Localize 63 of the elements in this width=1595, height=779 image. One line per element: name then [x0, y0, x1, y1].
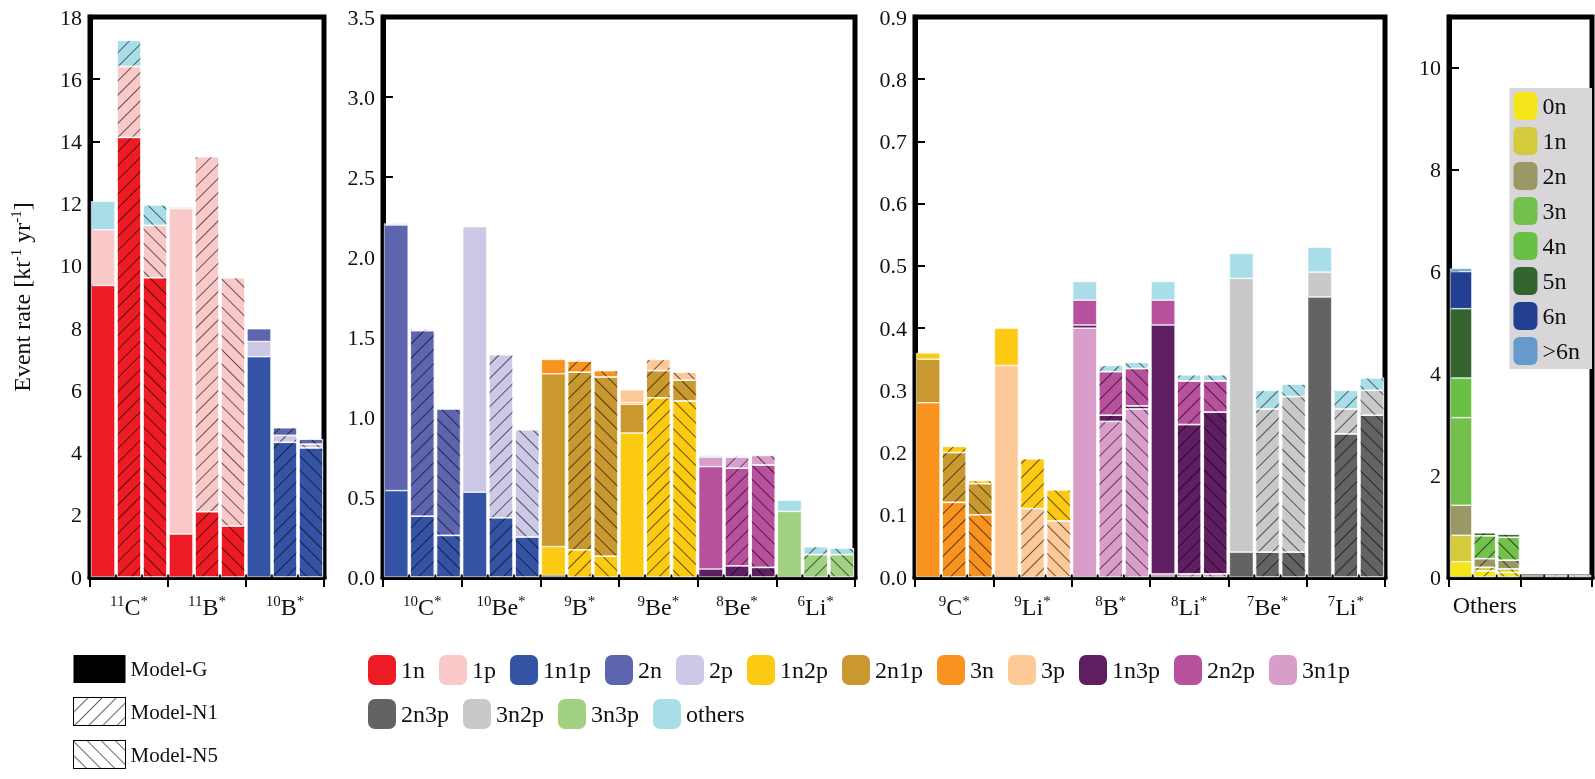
y-tick-label: 10	[60, 253, 82, 279]
legend-label: 3n3p	[591, 701, 639, 727]
y-tick-label: 8	[1430, 157, 1441, 183]
y-tick-label: 0.5	[879, 253, 907, 279]
legend-label: 3n	[1542, 198, 1567, 224]
y-tick-label: 8	[71, 315, 82, 341]
y-tick-label: 0.3	[879, 377, 907, 403]
y-tick-label: 12	[60, 191, 82, 217]
legend-label: 1p	[472, 657, 496, 683]
legend-label: 2p	[709, 657, 733, 683]
legend-label: 6n	[1542, 303, 1567, 329]
legend-label: Model-N5	[130, 742, 218, 767]
y-tick-label: 2	[1430, 462, 1441, 488]
y-tick-label: 0	[1430, 564, 1441, 590]
y-tick-label: 4	[1430, 360, 1441, 386]
legend-label: 0n	[1542, 93, 1567, 119]
legend-label: 2n	[638, 657, 662, 683]
y-tick-label: 0.9	[879, 4, 907, 30]
y-tick-label: 2.5	[347, 164, 375, 190]
legend-label: 1n3p	[1112, 657, 1160, 683]
y-tick-label: 6	[1430, 259, 1441, 285]
legend-label: >6n	[1542, 338, 1581, 364]
legend-label: 2n1p	[875, 657, 923, 683]
legend-label: 1n1p	[543, 657, 591, 683]
y-tick-label: 0.7	[879, 128, 907, 154]
y-tick-label: 0.0	[879, 564, 907, 590]
y-tick-label: 4	[71, 440, 82, 466]
y-tick-label: 2	[71, 502, 82, 528]
y-tick-label: 0	[71, 564, 82, 590]
legend-label: 3p	[1041, 657, 1065, 683]
legend-label: 1n	[401, 657, 425, 683]
y-tick-label: 10	[1419, 55, 1441, 81]
y-tick-label: 6	[71, 377, 82, 403]
legend-label: Model-G	[130, 657, 208, 681]
y-tick-label: 0.4	[879, 315, 907, 341]
legend-label: Model-N1	[130, 699, 218, 724]
legend-label: 5n	[1542, 268, 1567, 294]
y-tick-label: 0.2	[879, 440, 907, 466]
y-tick-label: 3.5	[347, 4, 375, 30]
y-tick-label: 1.5	[347, 324, 375, 350]
y-tick-label: 1.0	[347, 404, 375, 430]
y-tick-label: 16	[60, 66, 82, 92]
y-tick-label: 3.0	[347, 84, 375, 110]
legend-label: 1n	[1542, 128, 1567, 154]
y-tick-label: 14	[60, 128, 82, 154]
legend-label: 3n2p	[496, 701, 544, 727]
y-tick-label: 0.5	[347, 484, 375, 510]
y-tick-label: 0.0	[347, 564, 375, 590]
legend-label: others	[686, 701, 745, 727]
legend-label: 3n	[970, 657, 994, 683]
legend-label: 1n2p	[780, 657, 828, 683]
y-axis-title: Event rate [kt-1 yr-1]	[7, 202, 35, 392]
legend-label: 2n3p	[401, 701, 449, 727]
y-tick-label: 2.0	[347, 244, 375, 270]
y-tick-label: 0.8	[879, 66, 907, 92]
y-tick-label: 0.6	[879, 191, 907, 217]
legend-label: 2n	[1542, 163, 1567, 189]
y-tick-label: 0.1	[879, 502, 907, 528]
y-tick-label: 18	[60, 4, 82, 30]
legend-label: 2n2p	[1207, 657, 1255, 683]
legend-label: 4n	[1542, 233, 1567, 259]
x-tick-label: Others	[1452, 592, 1517, 618]
legend-label: 3n1p	[1302, 657, 1350, 683]
